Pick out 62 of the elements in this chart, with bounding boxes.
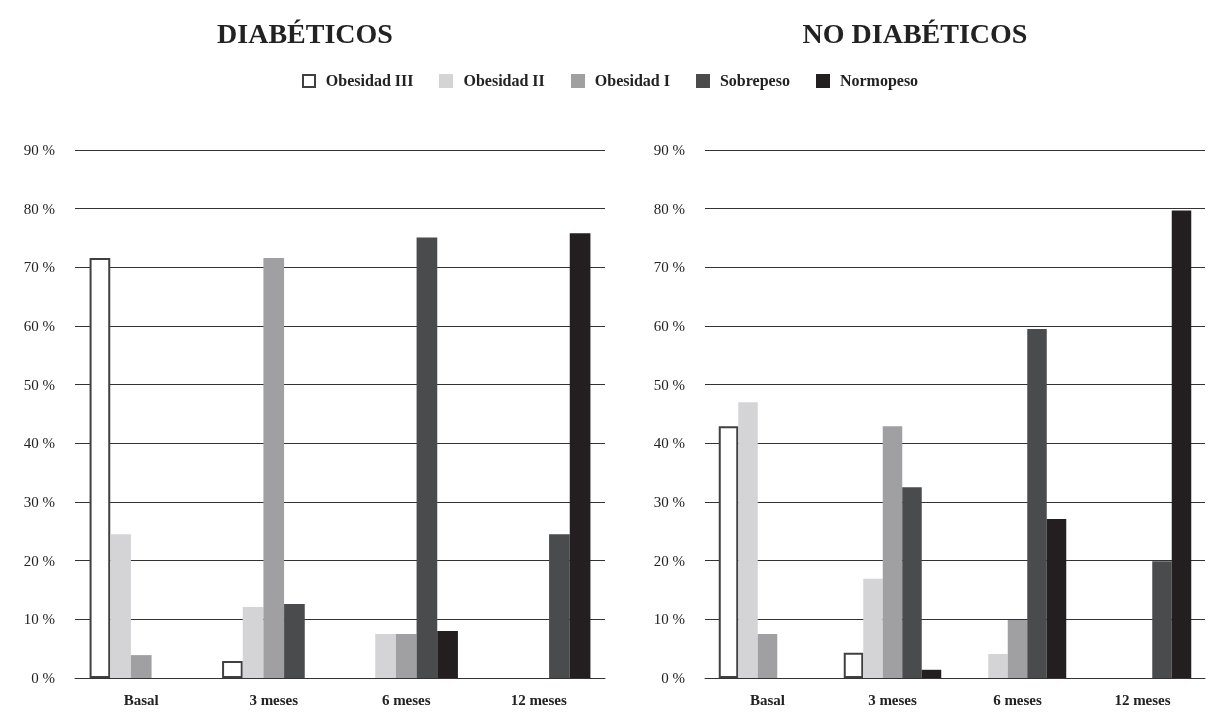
x-tick-label: 12 meses xyxy=(1114,691,1171,708)
bar xyxy=(284,604,305,678)
y-tick-label: 30 % xyxy=(23,494,55,510)
bar xyxy=(718,426,739,678)
bar xyxy=(395,634,417,678)
bar xyxy=(921,669,942,678)
legend-label: Obesidad II xyxy=(463,72,545,90)
bar xyxy=(1027,328,1047,678)
legend-label: Sobrepeso xyxy=(719,72,790,90)
y-tick-label: 50 % xyxy=(653,376,685,393)
y-tick-label: 90 % xyxy=(653,142,685,158)
bar xyxy=(110,534,131,678)
chart-title: DIABÉTICOS xyxy=(217,17,393,49)
x-tick-label: 3 meses xyxy=(249,691,299,708)
bar xyxy=(130,655,152,678)
y-tick-label: 10 % xyxy=(23,611,55,628)
y-tick-label: 70 % xyxy=(23,259,55,276)
bar xyxy=(1152,561,1172,678)
bar xyxy=(242,607,264,678)
bar xyxy=(843,652,864,678)
y-tick-label: 0 % xyxy=(661,670,685,686)
y-tick-label: 20 % xyxy=(23,552,55,569)
y-tick-label: 80 % xyxy=(653,200,685,217)
bar xyxy=(375,634,396,678)
x-tick-label: Basal xyxy=(749,691,786,708)
bar xyxy=(263,257,285,678)
y-tick-label: 10 % xyxy=(653,611,685,628)
x-tick-label: 3 meses xyxy=(868,691,918,708)
y-tick-label: 80 % xyxy=(23,200,55,217)
bar xyxy=(549,534,570,678)
y-tick-label: 90 % xyxy=(23,142,55,158)
legend-label: Obesidad I xyxy=(594,72,670,90)
x-tick-label: 12 meses xyxy=(510,691,568,708)
bar xyxy=(757,634,778,678)
y-tick-label: 30 % xyxy=(653,494,685,510)
bar xyxy=(437,631,458,678)
x-tick-label: 6 meses xyxy=(993,691,1043,708)
legend-label: Normopeso xyxy=(839,72,919,90)
y-tick-label: 20 % xyxy=(653,552,685,569)
y-tick-label: 60 % xyxy=(23,318,55,334)
x-tick-label: Basal xyxy=(123,691,159,708)
bar xyxy=(569,233,591,678)
y-tick-label: 40 % xyxy=(653,435,685,452)
bar xyxy=(902,487,922,678)
bar xyxy=(416,237,438,678)
bar xyxy=(1007,619,1028,678)
y-tick-label: 50 % xyxy=(23,376,55,393)
y-tick-label: 40 % xyxy=(23,435,55,452)
bar xyxy=(1171,210,1192,678)
y-tick-label: 70 % xyxy=(653,259,685,276)
bar xyxy=(222,660,243,678)
chart-title: NO DIABÉTICOS xyxy=(802,17,1028,49)
y-tick-label: 60 % xyxy=(653,318,685,334)
bar xyxy=(738,402,758,678)
legend-label: Obesidad III xyxy=(325,72,414,90)
bar xyxy=(882,426,903,678)
y-tick-label: 0 % xyxy=(31,670,55,686)
bar xyxy=(1046,519,1067,678)
x-tick-label: 6 meses xyxy=(381,691,431,708)
bar xyxy=(89,257,111,678)
bar xyxy=(988,653,1008,678)
bar xyxy=(863,578,883,678)
